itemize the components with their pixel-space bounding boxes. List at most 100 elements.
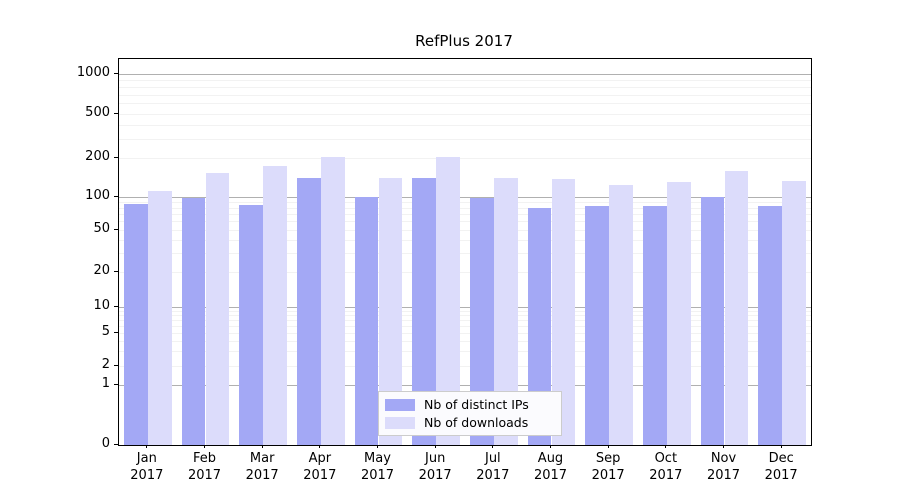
- legend-label-distinct-ips: Nb of distinct IPs: [424, 397, 529, 412]
- x-tick-label-year: 2017: [476, 468, 510, 483]
- x-tick-mark: [261, 444, 263, 448]
- x-tick-label-month: Dec: [768, 451, 794, 466]
- x-tick-label-year: 2017: [591, 468, 625, 483]
- gridline-minor: [119, 138, 811, 140]
- y-tick-mark: [114, 383, 118, 385]
- y-tick-mark: [114, 228, 118, 230]
- y-tick-label: 500: [85, 105, 110, 120]
- y-tick-mark: [114, 270, 118, 272]
- y-tick-mark: [114, 195, 118, 197]
- gridline-minor: [119, 202, 811, 204]
- x-tick-label-year: 2017: [360, 468, 395, 483]
- bar-distinct-ips: [527, 207, 552, 445]
- y-tick-mark: [114, 156, 118, 158]
- gridline-minor: [119, 333, 811, 334]
- x-tick-mark: [607, 444, 609, 448]
- gridline-minor: [119, 221, 811, 223]
- gridline-minor: [119, 207, 811, 209]
- y-tick-label: 50: [93, 221, 110, 236]
- x-tick-label-year: 2017: [418, 468, 452, 483]
- x-tick-label-month: May: [364, 451, 391, 466]
- gridline-minor: [119, 124, 811, 126]
- bar-downloads: [378, 178, 403, 445]
- x-tick-label-month: Jan: [136, 451, 157, 466]
- bar-downloads: [724, 170, 749, 445]
- y-tick-mark: [114, 305, 118, 307]
- y-tick-mark: [114, 72, 118, 74]
- x-tick-mark: [376, 444, 379, 448]
- plot-area: [118, 58, 812, 446]
- legend-label-downloads: Nb of downloads: [424, 415, 529, 430]
- gridline-minor: [119, 213, 811, 215]
- x-tick-label-month: Mar: [249, 451, 275, 466]
- x-tick-label-year: 2017: [187, 468, 222, 483]
- x-tick-label-month: Aug: [537, 451, 564, 466]
- gridline-minor: [119, 114, 811, 115]
- legend-swatch-distinct-ips: [385, 399, 415, 411]
- gridline-minor: [119, 272, 811, 273]
- x-tick-mark: [722, 444, 725, 448]
- x-tick-label-month: Nov: [710, 451, 737, 466]
- x-tick-label-month: Feb: [192, 451, 217, 466]
- bar-downloads: [436, 156, 461, 445]
- y-tick-mark: [114, 331, 118, 333]
- gridline-minor: [119, 310, 811, 312]
- gridline-minor: [119, 86, 811, 88]
- gridline-minor: [119, 94, 811, 96]
- bar-distinct-ips: [123, 204, 148, 445]
- x-tick-mark: [780, 444, 782, 448]
- bar-distinct-ips: [469, 198, 494, 445]
- legend-item-downloads: Nb of downloads: [385, 414, 555, 432]
- y-tick-label: 20: [93, 263, 110, 278]
- y-tick-label: 0: [101, 436, 110, 451]
- gridline-major: [119, 197, 811, 198]
- x-tick-label: Aug 2017: [511, 450, 591, 484]
- bar-downloads: [551, 179, 576, 445]
- bar-downloads: [493, 178, 518, 445]
- x-tick-label: Mar 2017: [222, 450, 302, 484]
- y-tick-label: 1000: [76, 65, 110, 80]
- x-tick-label-month: Sep: [595, 451, 621, 466]
- y-tick-label: 5: [101, 324, 110, 339]
- x-tick-label-year: 2017: [245, 468, 279, 483]
- x-tick-label: Dec 2017: [741, 450, 821, 484]
- gridline-minor: [119, 230, 811, 231]
- gridline-minor: [119, 326, 811, 328]
- y-tick-label: 100: [85, 188, 110, 203]
- bar-downloads: [147, 190, 172, 445]
- x-tick-label: Jul 2017: [453, 450, 533, 484]
- x-tick-label-year: 2017: [649, 468, 683, 483]
- bar-downloads: [782, 180, 807, 445]
- x-tick-label: Oct 2017: [626, 450, 706, 484]
- gridline-minor: [119, 315, 811, 317]
- x-tick-mark: [203, 444, 206, 448]
- x-tick-label-month: Apr: [308, 451, 332, 466]
- y-tick-mark: [114, 443, 118, 445]
- x-tick-label: Sep 2017: [568, 450, 648, 484]
- bar-distinct-ips: [700, 197, 725, 445]
- legend-item-distinct-ips: Nb of distinct IPs: [385, 396, 555, 414]
- bar-distinct-ips: [239, 205, 264, 445]
- x-tick-label: Nov 2017: [684, 450, 764, 484]
- x-tick-mark: [492, 444, 494, 448]
- bar-downloads: [609, 185, 634, 445]
- gridline-minor: [119, 240, 811, 242]
- plot-inner: [119, 59, 811, 445]
- gridline-major: [119, 307, 811, 308]
- x-tick-label-month: Oct: [654, 451, 678, 466]
- legend-swatch-downloads: [385, 417, 415, 429]
- x-tick-mark: [319, 444, 321, 448]
- x-tick-label: Feb 2017: [165, 450, 245, 484]
- gridline-minor: [119, 103, 811, 105]
- x-tick-label-year: 2017: [130, 468, 164, 483]
- x-tick-mark: [434, 444, 436, 448]
- bar-distinct-ips: [412, 178, 437, 445]
- gridline-minor: [119, 351, 811, 353]
- chart-legend: Nb of distinct IPs Nb of downloads: [378, 391, 562, 436]
- y-tick-label: 1: [101, 376, 110, 391]
- x-tick-mark: [549, 444, 552, 448]
- y-tick-label: 10: [93, 298, 110, 313]
- gridline-major: [119, 74, 811, 75]
- bar-distinct-ips: [296, 178, 321, 445]
